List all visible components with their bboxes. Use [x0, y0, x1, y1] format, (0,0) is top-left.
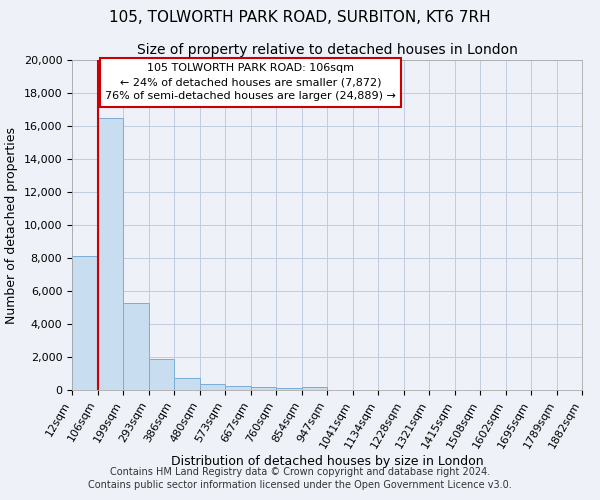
Bar: [149, 360, 174, 390]
X-axis label: Distribution of detached houses by size in London: Distribution of detached houses by size …: [170, 456, 484, 468]
Bar: [123, 302, 149, 390]
Bar: [225, 386, 251, 390]
Bar: [251, 387, 276, 390]
Bar: [97, 118, 123, 390]
Text: 105 TOLWORTH PARK ROAD: 106sqm
← 24% of detached houses are smaller (7,872)
76% : 105 TOLWORTH PARK ROAD: 106sqm ← 24% of …: [105, 64, 396, 102]
Text: Contains HM Land Registry data © Crown copyright and database right 2024.
Contai: Contains HM Land Registry data © Crown c…: [88, 467, 512, 490]
Bar: [72, 256, 97, 390]
Bar: [302, 388, 327, 390]
Bar: [174, 378, 199, 390]
Y-axis label: Number of detached properties: Number of detached properties: [5, 126, 18, 324]
Title: Size of property relative to detached houses in London: Size of property relative to detached ho…: [137, 44, 517, 58]
Text: 105, TOLWORTH PARK ROAD, SURBITON, KT6 7RH: 105, TOLWORTH PARK ROAD, SURBITON, KT6 7…: [109, 10, 491, 25]
Bar: [276, 388, 302, 390]
Bar: [199, 384, 225, 390]
